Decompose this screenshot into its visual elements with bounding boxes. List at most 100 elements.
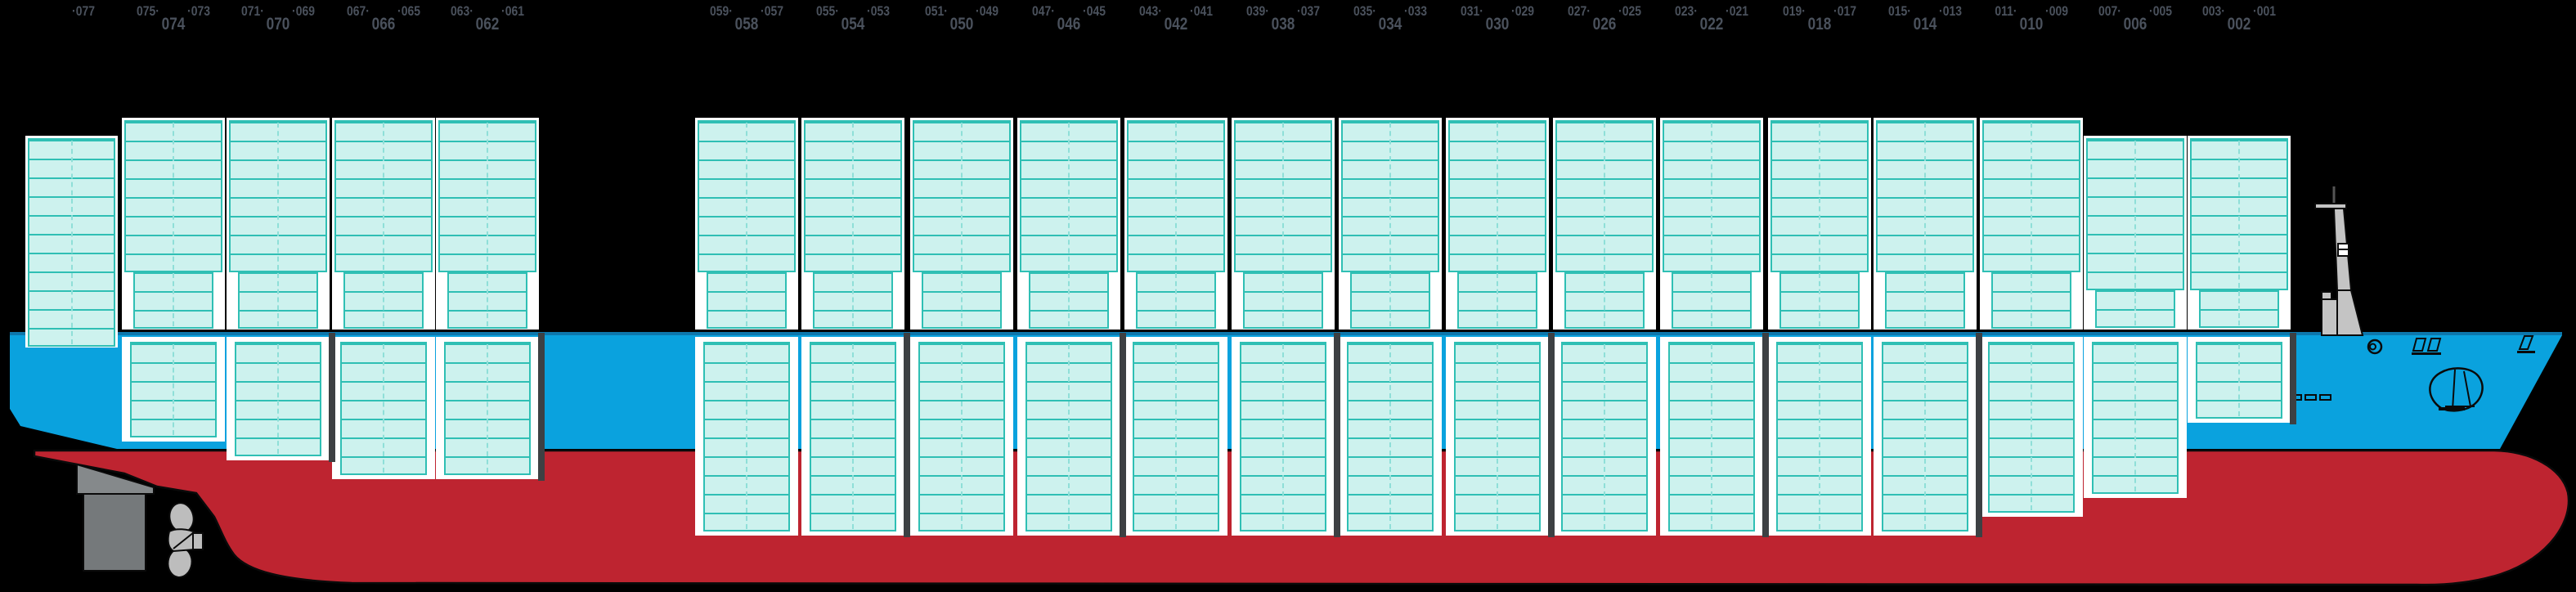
stack-grid-narrow [922,271,1002,329]
hold-grid [1347,342,1434,531]
bay-label-odd-003: 003· [2202,3,2225,19]
stack-grid-wide [1127,120,1225,272]
bay-label-odd-015: 015· [1888,3,1911,19]
stack-grid-wide [2190,138,2288,290]
bay-label-even-026: 026 [1592,15,1617,34]
stack-grid-wide [2086,138,2184,290]
bay-label-odd-035: 035· [1353,3,1376,19]
stack-grid-narrow [1243,271,1323,329]
flag-mark [2518,335,2534,350]
hold-grid [810,342,896,531]
bulkhead-bar-fwd-of-002 [2290,333,2296,424]
bay-label-odd-065: ·065 [397,3,420,19]
bay-label-odd-075: 075· [137,3,159,19]
stack-grid-narrow [1564,271,1645,329]
stack-grid-wide [1663,120,1761,272]
bulkhead-bar-fwd-of-038 [1334,333,1340,537]
hold-grid [2196,342,2282,419]
stack-grid-narrow [1991,271,2071,329]
bay-label-odd-005: ·005 [2149,3,2172,19]
stack-grid-narrow [707,271,787,329]
bay-label-odd-049: ·049 [976,3,999,19]
hold-grid [340,342,427,475]
stack-grid-wide [1020,120,1118,272]
stack-grid-narrow [1885,271,1965,329]
stack-grid-wide [1876,120,1974,272]
stack-grid-wide [913,120,1011,272]
stack-grid-wide [1770,120,1869,272]
bay-label-odd-031: 031· [1461,3,1483,19]
hold-grid [1668,342,1755,531]
bay-label-odd-043: 043· [1139,3,1162,19]
bay-label-odd-053: ·053 [867,3,890,19]
bay-label-odd-057: ·057 [761,3,783,19]
stack-grid-narrow [343,271,424,329]
bulkhead-bar-fwd-of-070 [329,333,335,462]
bay-label-even-010: 010 [2019,15,2044,34]
hold-grid [1882,342,1968,531]
foremast [2314,186,2364,336]
bay-label-odd-017: ·017 [1833,3,1856,19]
hold-grid [130,342,217,437]
stack-grid-narrow [1029,271,1109,329]
bulkhead-bar-fwd-of-014 [1976,333,1982,537]
stack-grid [28,138,115,347]
stack-grid-wide [1341,120,1439,272]
bulkhead-bar-fwd-of-054 [904,333,910,537]
bay-label-odd-059: 059· [710,3,733,19]
stack-grid-wide [438,120,536,272]
bay-label-odd-021: ·021 [1726,3,1748,19]
bay-label-odd-069: ·069 [292,3,315,19]
bay-label-odd-013: ·013 [1939,3,1962,19]
fairlead-circle [2367,339,2383,355]
stack-grid-wide [1982,120,2080,272]
stack-grid-narrow [1672,271,1752,329]
bay-label-even-014: 014 [1913,15,1937,34]
stack-grid-wide [229,120,327,272]
propeller [167,502,204,578]
bulkhead-bar-fwd-of-022 [1762,333,1769,537]
bay-label-even-070: 070 [266,15,290,34]
bulkhead-bar-fwd-of-062 [538,333,545,481]
stack-grid-narrow [1457,271,1537,329]
hold-grid [1561,342,1648,531]
stack-grid-narrow [447,271,527,329]
hold-grid [703,342,790,531]
bay-label-odd-009: ·009 [2045,3,2068,19]
stack-grid-narrow [813,271,893,329]
stack-grid-narrow [1779,271,1860,329]
bay-label-even-054: 054 [841,15,865,34]
bay-label-odd-029: ·029 [1511,3,1534,19]
bay-label-odd-041: ·041 [1190,3,1213,19]
bay-label-even-046: 046 [1057,15,1081,34]
bay-label-odd-023: 023· [1675,3,1698,19]
bay-label-odd-051: 051· [925,3,948,19]
stack-grid-narrow [1136,271,1216,329]
bay-label-odd-071: 071· [241,3,264,19]
hold-grid [1133,342,1219,531]
stack-grid-wide [804,120,902,272]
bay-label-even-042: 042 [1164,15,1188,34]
stack-grid-wide [1448,120,1546,272]
bridge-window-mark [2426,338,2442,352]
bulkhead-bar-fwd-of-030 [1548,333,1555,537]
hold-grid [1776,342,1863,531]
bay-label-even-002: 002 [2227,15,2251,34]
bay-label-odd-037: ·037 [1297,3,1320,19]
bay-label-odd-011: 011· [1995,3,2017,19]
stack-grid-wide [1234,120,1332,272]
bay-label-even-030: 030 [1485,15,1510,34]
stack-grid-narrow [2199,289,2279,328]
hold-grid [1988,342,2075,513]
hull-door-dash [2304,394,2317,401]
bay-label-even-022: 022 [1699,15,1724,34]
bay-label-even-074: 074 [161,15,186,34]
stack-grid-wide [698,120,796,272]
hold-grid [1240,342,1326,531]
bay-label-even-006: 006 [2123,15,2147,34]
stack-grid-narrow [2095,289,2175,328]
hold-grid [1454,342,1541,531]
bay-label-even-018: 018 [1807,15,1832,34]
hold-grid [235,342,321,456]
